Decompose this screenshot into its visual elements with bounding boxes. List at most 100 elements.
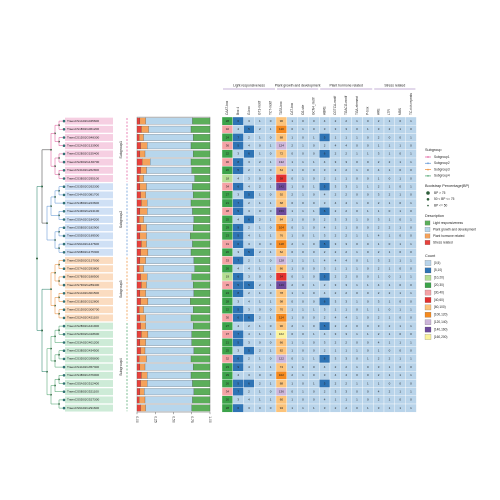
cell-label: 96 — [280, 119, 284, 123]
legend-label: BP <= 50 — [434, 203, 447, 207]
cell-label: 0 — [410, 234, 412, 238]
cell-label: 0 — [313, 193, 315, 197]
cell-label: 2 — [378, 357, 380, 361]
cell-label: 0 — [270, 119, 272, 123]
cell-label: 1 — [270, 127, 272, 131]
cell-label: 0 — [270, 193, 272, 197]
cell-label: 0 — [410, 127, 412, 131]
cell-label: 3 — [378, 365, 380, 369]
leaf-label-bg — [65, 158, 113, 166]
cell-label: 5 — [248, 193, 250, 197]
cell-label: 4 — [237, 176, 239, 180]
cell-label: 1 — [313, 332, 315, 336]
cell-label: 4 — [345, 373, 347, 377]
cell-label: 29 — [226, 225, 230, 229]
cell-label: 5 — [324, 242, 326, 246]
cell-label: 2 — [248, 258, 250, 262]
bar-segment — [145, 117, 193, 125]
bar-segment — [190, 158, 211, 166]
cell-label: 88 — [280, 135, 284, 139]
cell-label: 1 — [345, 225, 347, 229]
column-label: P-box — [366, 106, 370, 115]
cell-label: 1 — [399, 389, 401, 393]
cell-label: 2 — [345, 381, 347, 385]
leaf-label: TraesCS4D02G224100 — [67, 209, 99, 213]
cell-label: 64 — [280, 168, 284, 172]
leaf-label: TraesCS3A02G401200 — [67, 340, 99, 344]
cell-label: 4 — [248, 266, 250, 270]
cell-label: 0 — [313, 340, 315, 344]
cell-label: 0 — [313, 242, 315, 246]
cell-label: 6 — [324, 209, 326, 213]
legend-swatch — [424, 267, 432, 274]
cell-label: 1 — [259, 135, 261, 139]
cell-label: 1 — [410, 406, 412, 410]
cell-label: 0 — [410, 266, 412, 270]
cell-label: 5 — [237, 234, 239, 238]
cell-label: 0 — [313, 348, 315, 352]
bar-segment — [136, 232, 141, 240]
cell-label: 4 — [345, 201, 347, 205]
bar-segment — [139, 232, 147, 240]
cell-label: 0 — [302, 332, 304, 336]
bar-segment — [136, 330, 142, 338]
bar-segment — [144, 396, 193, 404]
leaf-label-bg — [65, 232, 113, 240]
cell-label: 3 — [378, 127, 380, 131]
cell-label: 1 — [291, 381, 293, 385]
cell-label: 1 — [313, 184, 315, 188]
cell-label: 1 — [356, 398, 358, 402]
cell-label: 31 — [226, 242, 230, 246]
legend-label: 50 < BP <= 75 — [434, 197, 455, 201]
cell-label: 0 — [302, 217, 304, 221]
cell-label: 88 — [280, 381, 284, 385]
cell-label: 32 — [226, 127, 230, 131]
cell-label: 156 — [279, 209, 284, 213]
cell-label: 3 — [378, 406, 380, 410]
leaf-label-bg — [65, 150, 113, 158]
cell-label: 2 — [291, 193, 293, 197]
cell-label: 4 — [335, 258, 337, 262]
cell-label: 0 — [410, 348, 412, 352]
cell-label: 1 — [259, 291, 261, 295]
legend-label: Subgroup4 — [434, 174, 450, 178]
cell-label: 3 — [345, 242, 347, 246]
leaf-label-bg — [65, 339, 113, 346]
cell-label: 1 — [270, 332, 272, 336]
cell-label: 0 — [313, 398, 315, 402]
bar-segment — [194, 265, 211, 273]
x-tick-label: 0.50 — [172, 416, 176, 423]
cell-label: 92 — [280, 193, 284, 197]
leaf-label-bg — [65, 224, 113, 232]
leaf-label-bg — [65, 240, 113, 248]
leaf-label-bg — [65, 388, 113, 396]
leaf-label-bg — [65, 314, 113, 322]
cell-label: 1 — [302, 291, 304, 295]
cell-label: 1 — [302, 258, 304, 262]
cell-label: 2 — [324, 283, 326, 287]
leaf-label-bg — [65, 166, 113, 174]
cell-label: 0 — [313, 275, 315, 279]
cell-label: 4 — [324, 365, 326, 369]
cell-label: 0 — [399, 250, 401, 254]
cell-label: 2 — [324, 316, 326, 320]
bar-segment — [136, 248, 141, 256]
cell-label: 5 — [248, 250, 250, 254]
cell-label: 0 — [270, 225, 272, 229]
cell-label: 2 — [335, 209, 337, 213]
cell-label: 0 — [399, 348, 401, 352]
cell-label: 1 — [389, 234, 391, 238]
bar-segment — [139, 339, 146, 346]
cell-label: 0 — [302, 135, 304, 139]
cell-label: 24 — [226, 291, 230, 295]
bar-segment — [141, 240, 147, 248]
bar-segment — [136, 355, 140, 363]
cell-label: 0 — [389, 381, 391, 385]
bar-segment — [140, 142, 148, 150]
column-label: CAAT-box — [225, 100, 229, 115]
cell-label: 1 — [410, 217, 412, 221]
cell-label: 0 — [313, 127, 315, 131]
cell-label: 3 — [378, 299, 380, 303]
cell-label: 2 — [378, 316, 380, 320]
